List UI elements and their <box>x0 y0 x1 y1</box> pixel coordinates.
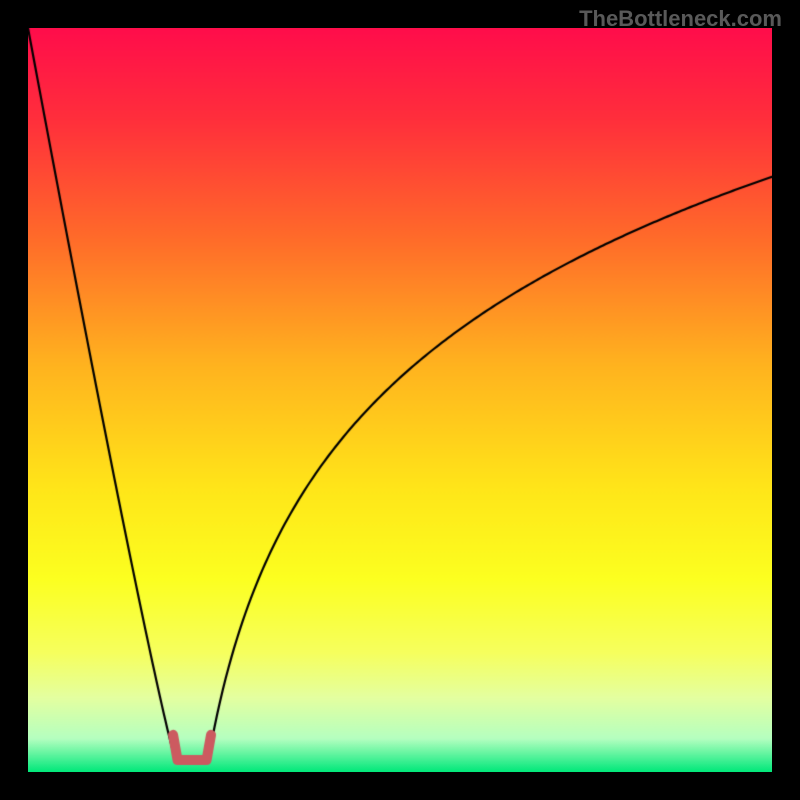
bottleneck-chart <box>28 28 772 772</box>
watermark-text: TheBottleneck.com <box>579 6 782 32</box>
chart-container: TheBottleneck.com <box>0 0 800 800</box>
